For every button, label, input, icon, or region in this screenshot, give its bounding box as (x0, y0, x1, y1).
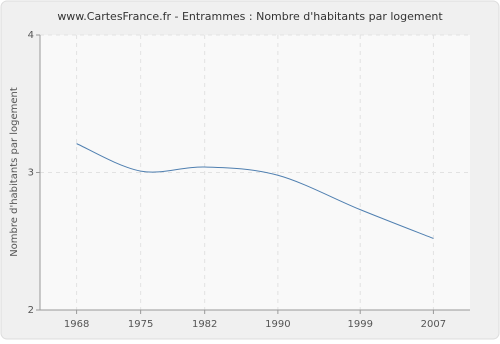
y-axis-label: Nombre d'habitants par logement (9, 87, 20, 257)
chart-title: www.CartesFrance.fr - Entrammes : Nombre… (57, 10, 443, 23)
line (76, 143, 434, 239)
x-tick-label: 1990 (265, 319, 290, 330)
x-tick-label: 2007 (421, 319, 446, 330)
x-tick-label: 1999 (347, 319, 372, 330)
y-tick-label: 2 (28, 305, 34, 316)
y-tick-label: 4 (28, 30, 34, 41)
x-tick-label: 1982 (192, 319, 217, 330)
x-tick-label: 1968 (64, 319, 89, 330)
x-tick-label: 1975 (128, 319, 153, 330)
y-tick-label: 3 (28, 168, 34, 179)
plot-area (40, 35, 470, 310)
